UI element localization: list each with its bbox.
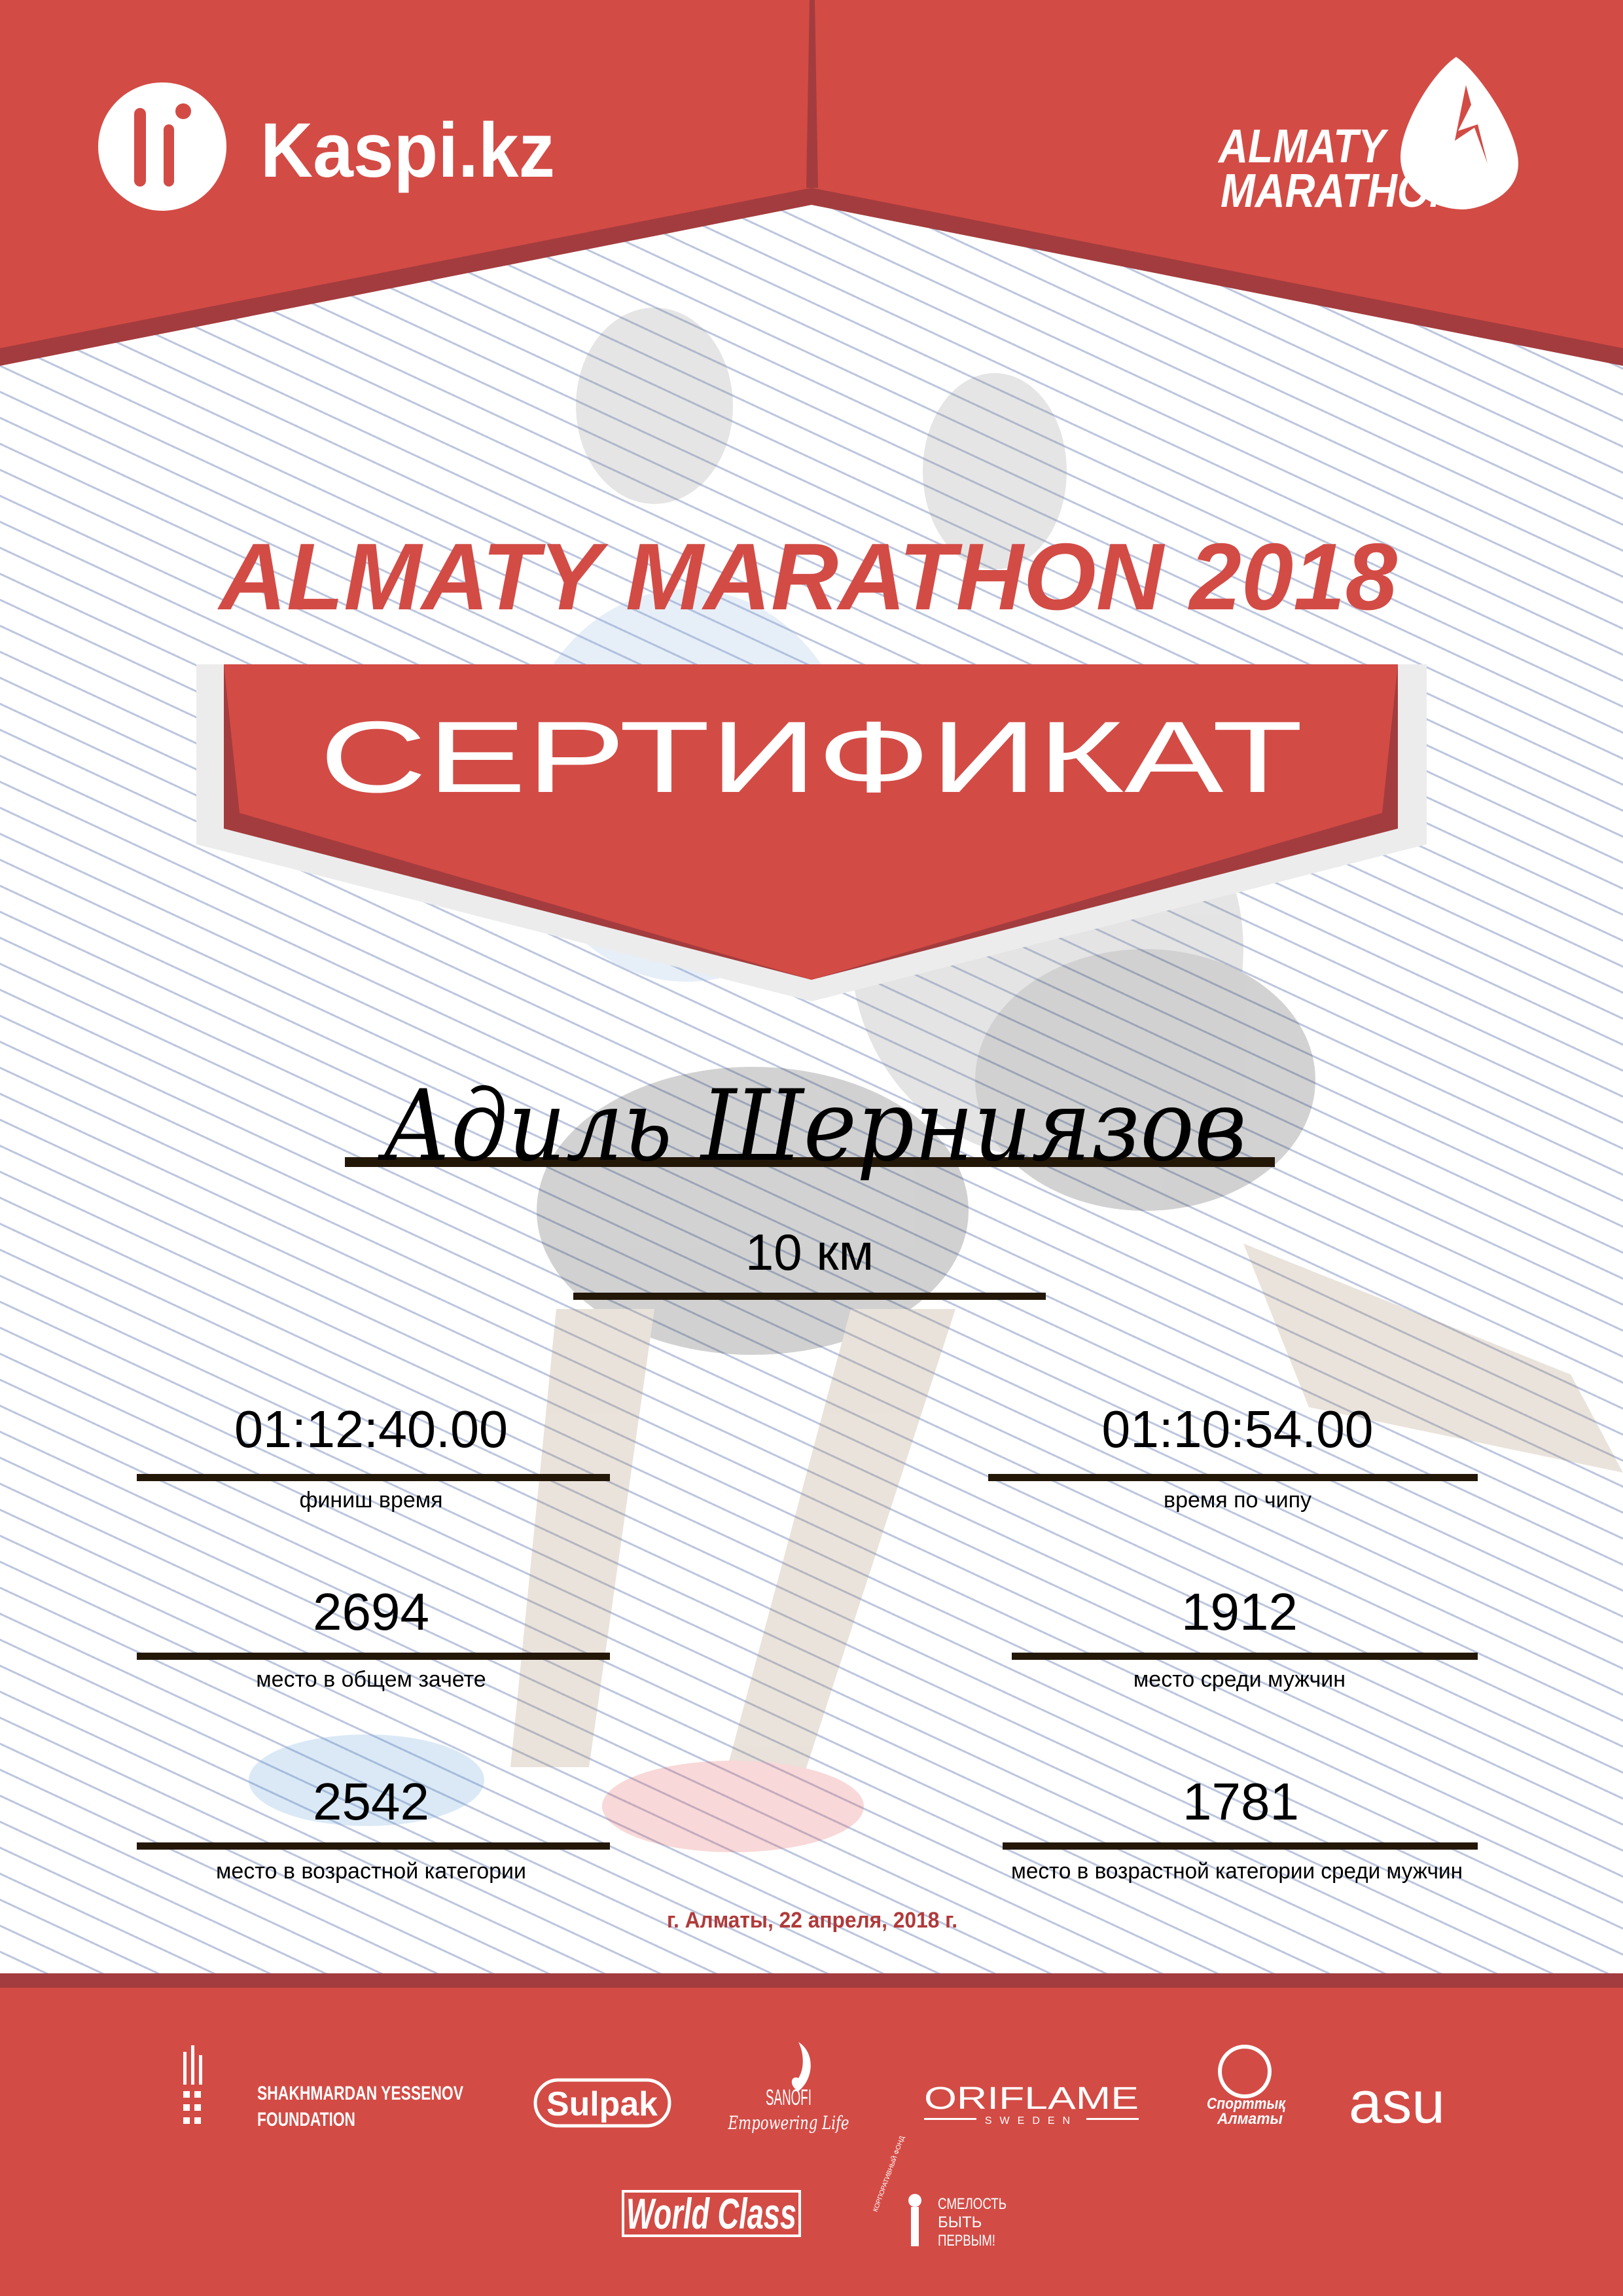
- footer: [0, 1988, 1623, 2296]
- polygon-shape: [1243, 1244, 1623, 1473]
- issue-date: г. Алматы, 22 апреля, 2018 г.: [667, 1908, 957, 1933]
- results-0-value-text: 01:12:40.00: [234, 1400, 508, 1458]
- rect-shape: [194, 2091, 201, 2098]
- banner-title: СЕРТИФИКАТ: [319, 700, 1303, 814]
- rect-shape: [194, 2104, 201, 2111]
- sponsor-asu: asu: [1349, 2070, 1445, 2136]
- rect-shape: [622, 2190, 801, 2237]
- footer-stripe: [0, 1973, 1623, 1988]
- polygon-shape: [713, 1309, 955, 1833]
- results-4-value-text: 2542: [313, 1772, 429, 1831]
- sponsor-oriflame: ORIFLAME SWEDEN: [924, 2081, 1139, 2126]
- rect-shape: [1003, 1842, 1478, 1850]
- sponsors-yessenov-line1-text: SHAKHMARDAN YESSENOV: [257, 2083, 463, 2104]
- results-1-value-text: 01:10:54.00: [1102, 1400, 1374, 1458]
- distance: 10 км: [745, 1223, 874, 1281]
- sponsors-sulpak-text: Sulpak: [546, 2085, 658, 2123]
- rect-shape: [911, 2207, 919, 2246]
- rect-shape: [924, 2118, 976, 2120]
- banner: [224, 664, 1398, 980]
- path-shape: [1455, 85, 1488, 164]
- ellipse-shape: [923, 373, 1067, 569]
- sponsor-worldclass: World Class: [622, 2189, 801, 2238]
- ellipse-shape: [602, 1761, 864, 1852]
- results-5-label-text: место в возрастной категории среди мужчи…: [1011, 1859, 1463, 1884]
- results-2-value-text: 2694: [313, 1583, 429, 1641]
- header-right_logo-line1-text: ALMATY: [1217, 120, 1389, 173]
- header-center-crease: [806, 0, 818, 188]
- ellipse-shape: [537, 1067, 969, 1355]
- sponsor-sulpak: Sulpak: [533, 2078, 671, 2128]
- ellipse-shape: [249, 1734, 484, 1826]
- event-title: ALMATY MARATHON 2018: [217, 524, 1397, 630]
- kaspi-people-icon: [98, 82, 226, 211]
- rect-shape: [988, 1474, 1478, 1481]
- sponsors-sanofi-tagline-text: Empowering Life: [728, 2112, 849, 2134]
- sponsors-sport_almaty-line1-text: Спорттық: [1207, 2095, 1287, 2113]
- sponsors-oriflame-name-text: ORIFLAME: [924, 2081, 1139, 2116]
- results-2-label-text: место в общем зачете: [256, 1667, 486, 1692]
- rect-shape: [199, 2055, 202, 2085]
- sponsor-sport-almaty: Спорттық Алматы: [1207, 2045, 1287, 2128]
- rect-shape: [1086, 2118, 1139, 2120]
- rect-shape: [194, 2117, 201, 2124]
- results-4-label-text: место в возрастной категории: [216, 1859, 526, 1884]
- sponsors-smelost-line1-text: СМЕЛОСТЬ: [938, 2195, 1007, 2213]
- rect-shape: [191, 2045, 194, 2085]
- rect-shape: [183, 2117, 190, 2124]
- circle-shape: [175, 103, 191, 119]
- sanofi-bird-icon: [791, 2042, 811, 2091]
- rect-shape: [183, 2091, 190, 2098]
- results-3-label-text: место среди мужчин: [1133, 1667, 1346, 1692]
- g-shape: [134, 103, 191, 187]
- result-overall-place: 2694 место в общем зачете: [137, 1583, 610, 1692]
- polygon-shape: [510, 1309, 654, 1767]
- header-right_logo-line2-text: MARATHON: [1221, 165, 1461, 217]
- rect-shape: [164, 124, 174, 187]
- results-5-value-text: 1781: [1183, 1772, 1299, 1831]
- rect-shape: [1012, 1653, 1478, 1660]
- result-finish-time: 01:12:40.00 финиш время: [137, 1400, 610, 1513]
- result-men-place: 1912 место среди мужчин: [1012, 1583, 1478, 1692]
- rect-shape: [137, 1653, 610, 1660]
- rect-shape: [134, 108, 146, 187]
- rect-shape: [183, 2052, 187, 2085]
- sponsors-sport_almaty-line2-text: Алматы: [1217, 2110, 1283, 2128]
- rect-shape: [183, 2104, 190, 2111]
- sponsors-yessenov-line2-text: FOUNDATION: [257, 2109, 355, 2130]
- sponsor-sanofi: SANOFI Empowering Life: [728, 2042, 849, 2134]
- rect-shape: [137, 1474, 610, 1481]
- smelost-figure-icon: [908, 2194, 921, 2207]
- ellipse-shape: [975, 949, 1315, 1211]
- sponsor-yessenov: SHAKHMARDAN YESSENOV FOUNDATION: [183, 2045, 463, 2130]
- ellipse-shape: [576, 308, 733, 504]
- sponsors-oriflame-sub-text: SWEDEN: [985, 2115, 1078, 2126]
- rect-shape: [137, 1842, 610, 1850]
- result-age-place: 2542 место в возрастной категории: [137, 1772, 610, 1884]
- result-chip-time: 01:10:54.00 время по чипу: [988, 1400, 1478, 1513]
- sponsors-smelost-line2-text: БЫТЬ: [938, 2214, 982, 2231]
- participant-name: Адиль Шерниязов: [378, 1069, 1247, 1183]
- results-3-value-text: 1912: [1181, 1583, 1298, 1641]
- name-rule: [345, 1157, 1275, 1167]
- results-1-label-text: время по чипу: [1164, 1488, 1311, 1513]
- result-age-men-place: 1781 место в возрастной категории среди …: [1003, 1772, 1478, 1884]
- sponsors-worldclass-text: World Class: [626, 2189, 796, 2238]
- distance-rule: [573, 1293, 1046, 1300]
- rect-shape: [533, 2078, 671, 2128]
- results-0-label-text: финиш время: [299, 1488, 442, 1513]
- kaspi-logo-text: Kaspi.kz: [260, 107, 555, 194]
- sport-almaty-emblem-icon: [1218, 2045, 1272, 2098]
- kaspi-logo: Kaspi.kz: [98, 82, 555, 211]
- sponsors-smelost-line3-text: ПЕРВЫМ!: [938, 2232, 995, 2250]
- yessenov-bars-icon: [183, 2045, 202, 2124]
- almaty-marathon-logo: ALMATY MARATHON: [1217, 57, 1518, 217]
- sponsors-sanofi-name-text: SANOFI: [766, 2085, 812, 2110]
